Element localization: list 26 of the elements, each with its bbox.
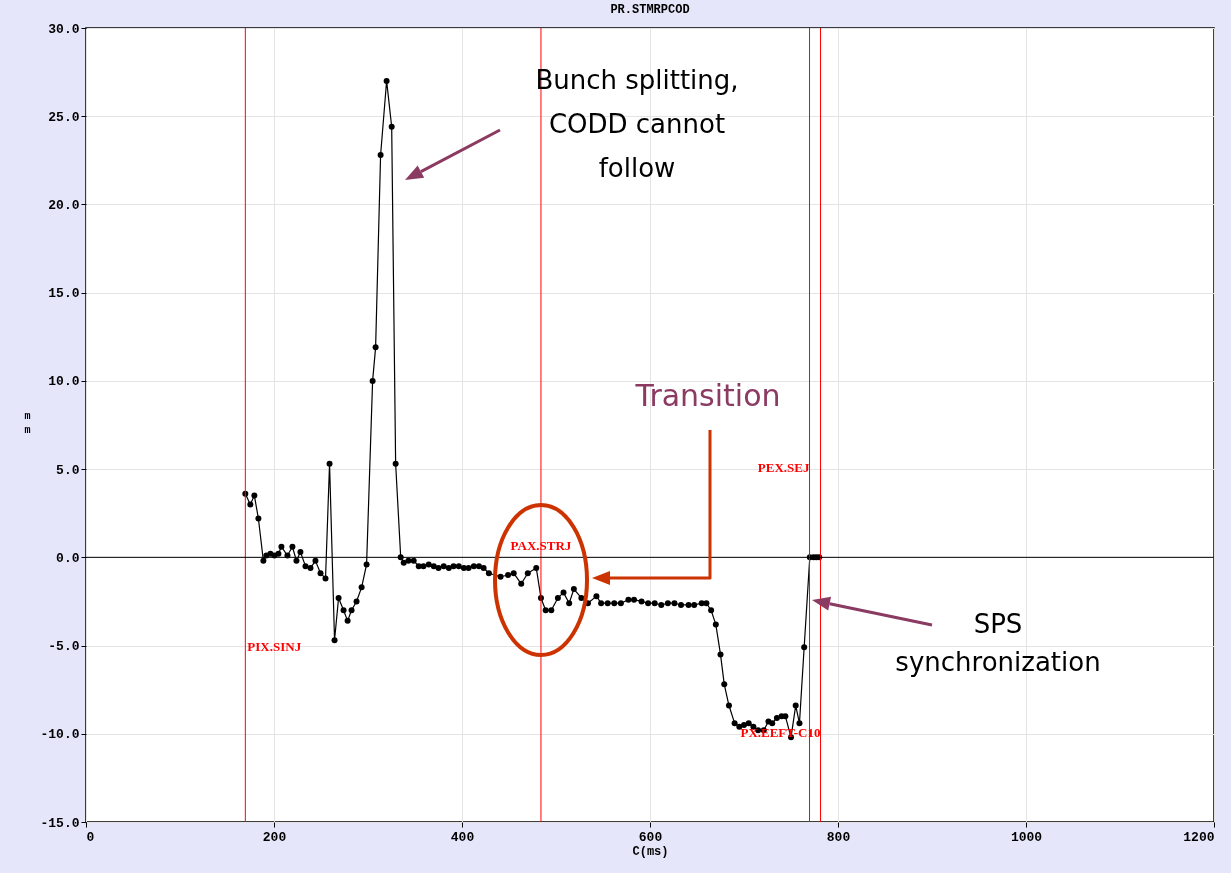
annotation: Transition <box>634 378 781 413</box>
annotation: SPS synchronization <box>895 609 1101 677</box>
y-tick-label: 25.0 <box>48 109 80 125</box>
annotation: Bunch splitting, CODD cannot follow <box>535 65 739 183</box>
y-tick-label: 10.0 <box>48 374 80 390</box>
y-tick-label: 30.0 <box>48 21 80 37</box>
y-tick-label: -15.0 <box>40 815 80 831</box>
x-tick-label: 800 <box>826 829 851 845</box>
y-tick-label: 0.0 <box>56 550 80 566</box>
x-tick-label: 400 <box>450 829 475 845</box>
y-tick-label: -10.0 <box>40 727 80 743</box>
y-tick-label: 15.0 <box>48 286 80 302</box>
ref-line-label: PAX.STRJ <box>510 538 572 553</box>
y-tick-label: 20.0 <box>48 197 80 213</box>
y-tick-label: -5.0 <box>48 639 80 655</box>
x-axis-title: C(ms) <box>632 844 669 859</box>
x-tick-label: 1200 <box>1183 829 1215 845</box>
x-tick-label: 1000 <box>1010 829 1043 845</box>
y-tick-label: 5.0 <box>56 462 80 478</box>
chart-title: PR.STMRPCOD <box>610 3 690 17</box>
x-tick-label: 200 <box>262 829 287 845</box>
x-tick-label: 0 <box>86 829 95 845</box>
ref-line-label: PEX.SEJ <box>757 460 811 475</box>
x-tick-label: 600 <box>638 829 663 845</box>
ref-line-label: PIX.SINJ <box>247 639 302 654</box>
y-axis-title: mm <box>24 410 31 436</box>
